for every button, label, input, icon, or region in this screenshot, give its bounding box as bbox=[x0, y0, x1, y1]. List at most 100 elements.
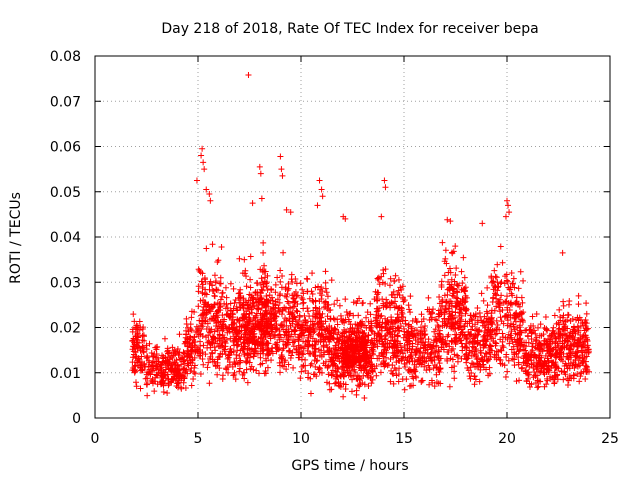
data-point bbox=[226, 361, 233, 368]
data-point bbox=[277, 278, 284, 285]
data-point bbox=[175, 373, 182, 380]
data-point bbox=[408, 355, 415, 362]
data-point bbox=[434, 338, 441, 345]
data-point bbox=[376, 355, 383, 362]
data-point bbox=[381, 343, 388, 350]
data-point bbox=[268, 287, 275, 294]
data-point bbox=[257, 361, 264, 368]
data-point bbox=[451, 375, 458, 382]
data-point bbox=[498, 292, 505, 299]
data-point bbox=[365, 318, 372, 325]
data-point bbox=[259, 348, 266, 355]
data-point bbox=[230, 324, 237, 331]
data-point bbox=[489, 319, 496, 326]
data-point bbox=[243, 283, 250, 290]
data-point bbox=[384, 299, 391, 306]
data-point bbox=[218, 243, 225, 250]
data-point bbox=[493, 303, 500, 310]
data-point bbox=[451, 321, 458, 328]
data-point bbox=[278, 284, 285, 291]
data-point bbox=[243, 329, 250, 336]
data-point bbox=[357, 357, 364, 364]
data-point bbox=[247, 351, 254, 358]
data-point bbox=[455, 282, 462, 289]
data-point bbox=[569, 330, 576, 337]
data-point bbox=[471, 381, 478, 388]
x-axis-label: GPS time / hours bbox=[291, 458, 408, 474]
data-point bbox=[499, 342, 506, 349]
data-point bbox=[272, 298, 279, 305]
data-point bbox=[282, 305, 289, 312]
data-point bbox=[203, 309, 210, 316]
data-point bbox=[566, 298, 573, 305]
data-point bbox=[441, 272, 448, 279]
data-point bbox=[453, 288, 460, 295]
data-point bbox=[425, 341, 432, 348]
data-point bbox=[130, 311, 137, 318]
data-point bbox=[245, 297, 252, 304]
data-point bbox=[401, 342, 408, 349]
data-point bbox=[556, 306, 563, 313]
data-point bbox=[543, 347, 550, 354]
data-point bbox=[461, 331, 468, 338]
data-point bbox=[398, 355, 405, 362]
data-point bbox=[272, 289, 279, 296]
data-point bbox=[384, 362, 391, 369]
data-point bbox=[563, 332, 570, 339]
data-point bbox=[506, 209, 513, 216]
data-point bbox=[132, 362, 139, 369]
x-tick-label: 15 bbox=[395, 431, 413, 447]
data-point bbox=[417, 324, 424, 331]
data-point bbox=[222, 351, 229, 358]
data-point bbox=[257, 316, 264, 323]
data-point bbox=[578, 369, 585, 376]
data-point bbox=[263, 293, 270, 300]
data-point bbox=[379, 340, 386, 347]
data-point bbox=[191, 364, 198, 371]
data-point bbox=[312, 363, 319, 370]
data-point bbox=[227, 300, 234, 307]
data-point bbox=[352, 357, 359, 364]
data-point bbox=[331, 301, 338, 308]
data-point bbox=[583, 310, 590, 317]
data-point bbox=[463, 344, 470, 351]
data-point bbox=[559, 345, 566, 352]
data-point bbox=[238, 333, 245, 340]
data-point bbox=[341, 338, 348, 345]
data-point bbox=[342, 296, 349, 303]
data-point bbox=[161, 380, 168, 387]
data-point bbox=[197, 352, 204, 359]
data-point bbox=[338, 340, 345, 347]
data-point bbox=[584, 368, 591, 375]
data-point bbox=[230, 372, 237, 379]
data-point bbox=[374, 275, 381, 282]
data-point bbox=[171, 350, 178, 357]
data-point bbox=[282, 315, 289, 322]
data-point bbox=[497, 336, 504, 343]
data-point bbox=[518, 310, 525, 317]
data-point bbox=[544, 375, 551, 382]
data-point bbox=[139, 325, 146, 332]
data-point bbox=[249, 294, 256, 301]
data-point bbox=[582, 365, 589, 372]
data-point bbox=[529, 313, 536, 320]
data-point bbox=[132, 379, 139, 386]
data-point bbox=[198, 152, 205, 159]
data-point bbox=[318, 314, 325, 321]
data-point bbox=[403, 336, 410, 343]
data-point bbox=[176, 371, 183, 378]
data-point bbox=[195, 266, 202, 273]
data-point bbox=[366, 324, 373, 331]
data-point bbox=[412, 351, 419, 358]
data-point bbox=[426, 353, 433, 360]
data-point bbox=[407, 293, 414, 300]
data-point bbox=[309, 291, 316, 298]
data-point bbox=[488, 279, 495, 286]
data-point bbox=[357, 323, 364, 330]
data-point bbox=[582, 347, 589, 354]
data-point bbox=[252, 322, 259, 329]
data-point bbox=[433, 317, 440, 324]
data-point bbox=[152, 344, 159, 351]
data-point bbox=[567, 342, 574, 349]
data-point bbox=[233, 337, 240, 344]
